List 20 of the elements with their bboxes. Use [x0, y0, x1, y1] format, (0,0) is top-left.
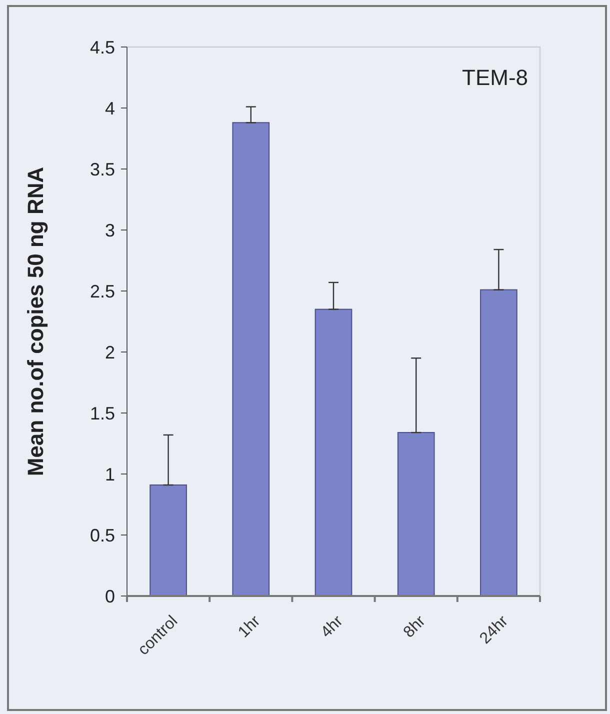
- bar: [314, 308, 352, 596]
- y-tick-label: 3: [104, 220, 115, 240]
- bar: [480, 289, 518, 596]
- text: TEM-8: [462, 65, 528, 90]
- bar: [232, 122, 270, 596]
- y-axis-title: Mean no.of copies 50 ng RNA: [23, 166, 48, 476]
- y-tick-label: 2: [104, 342, 115, 362]
- x-tick-label: 4hr: [318, 612, 347, 642]
- y-tick-label: 0.5: [90, 525, 115, 546]
- y-tick-label: 0: [104, 586, 115, 606]
- y-tick-label: 4: [104, 98, 115, 118]
- x-tick-label: 8hr: [400, 612, 430, 642]
- y-tick-label: 4.5: [90, 37, 115, 58]
- y-tick-label: 1: [104, 464, 115, 484]
- bar: [150, 484, 187, 596]
- y-tick-label: 1.5: [90, 403, 115, 424]
- bar: [397, 432, 435, 596]
- y-tick-label: 3.5: [90, 159, 115, 180]
- x-tick-label: 1hr: [235, 612, 264, 642]
- y-tick-label: 2.5: [90, 281, 115, 302]
